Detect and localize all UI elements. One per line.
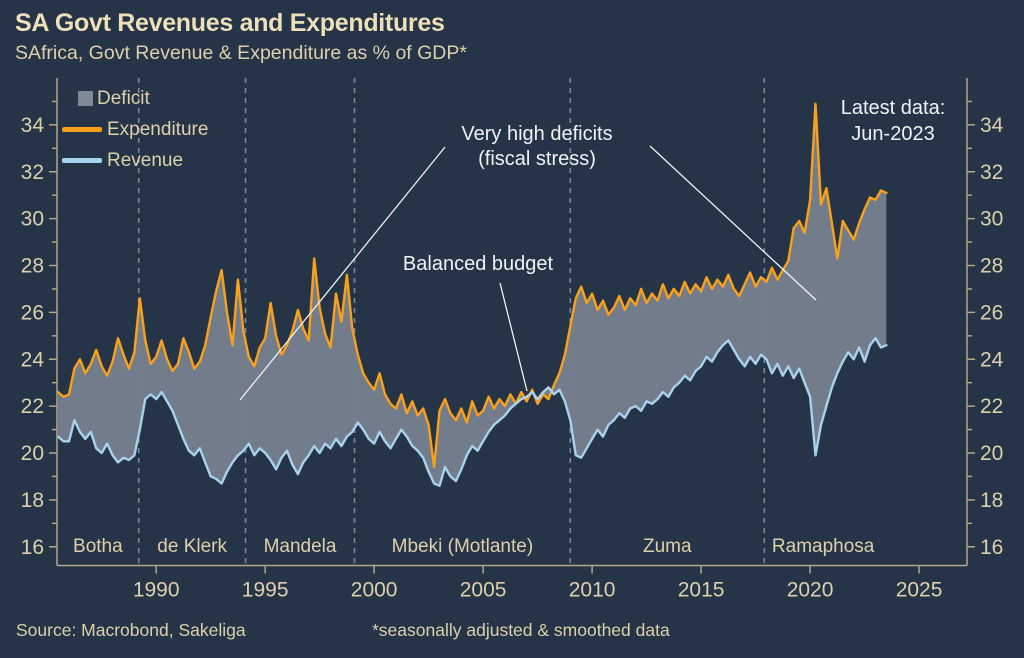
y-axis-label-left: 20 [21, 442, 44, 465]
y-axis-label-left: 28 [21, 255, 44, 278]
annotation-pointer-line [239, 146, 446, 401]
legend-item-revenue: Revenue [62, 150, 208, 171]
annotation-very-high-deficits-line2: (fiscal stress) [478, 148, 596, 170]
annotation-balanced-budget-text: Balanced budget [402, 253, 554, 275]
annotation-latest-data-line1: Latest data: [840, 97, 946, 119]
y-axis-label-left: 22 [21, 395, 44, 418]
legend-label-deficit: Deficit [97, 87, 150, 109]
x-axis-label: 2025 [896, 579, 943, 602]
legend-label-expenditure: Expenditure [107, 118, 209, 140]
y-axis-label-left: 18 [21, 489, 44, 512]
y-axis-label-left: 26 [21, 301, 44, 324]
y-axis-label-right: 18 [980, 489, 1003, 512]
y-axis-label-left: 32 [21, 161, 44, 184]
y-axis-label-left: 16 [21, 536, 44, 559]
x-axis-label: 2015 [678, 579, 725, 602]
annotation-pointer-line [499, 282, 528, 392]
legend-item-expenditure: Expenditure [62, 119, 208, 140]
era-label: Ramaphosa [772, 536, 875, 557]
deficit-swatch-icon [78, 91, 93, 106]
footnote: *seasonally adjusted & smoothed data [372, 620, 670, 640]
revenue-swatch-icon [62, 158, 102, 163]
y-axis-label-right: 26 [980, 301, 1003, 324]
x-axis-label: 1995 [242, 579, 289, 602]
legend-label-revenue: Revenue [107, 149, 184, 171]
era-label: Mbeki (Motlante) [392, 536, 534, 557]
x-axis-label: 1990 [133, 579, 180, 602]
page-title: SA Govt Revenues and Expenditures [15, 9, 445, 37]
x-axis-label: 2000 [351, 579, 398, 602]
y-axis-label-right: 16 [980, 536, 1003, 559]
x-axis-label: 2010 [569, 579, 616, 602]
y-axis-label-left: 24 [21, 348, 45, 371]
annotation-pointer-line [649, 145, 817, 301]
source-note: Source: Macrobond, Sakeliga [16, 620, 246, 640]
annotation-latest-data-line2: Jun-2023 [851, 123, 935, 145]
annotation-very-high-deficits: Very high deficits (fiscal stress) [461, 122, 612, 172]
y-axis-label-right: 32 [980, 161, 1003, 184]
y-axis-label-right: 20 [980, 442, 1003, 465]
y-axis-label-right: 22 [980, 395, 1003, 418]
annotation-latest-data: Latest data: Jun-2023 [841, 95, 946, 147]
y-axis-label-right: 24 [980, 348, 1004, 371]
annotation-balanced-budget: Balanced budget [403, 252, 553, 277]
page-subtitle: SAfrica, Govt Revenue & Expenditure as %… [15, 42, 467, 64]
x-axis-label: 2020 [787, 579, 834, 602]
era-label: de Klerk [157, 536, 227, 557]
expenditure-swatch-icon [62, 127, 102, 132]
y-axis-label-right: 28 [980, 255, 1003, 278]
y-axis-label-right: 34 [980, 114, 1004, 137]
x-axis-label: 2005 [460, 579, 507, 602]
y-axis-label-left: 34 [21, 114, 45, 137]
revenue-line [56, 337, 888, 487]
legend-item-deficit: Deficit [62, 88, 208, 109]
deficit-area [58, 103, 887, 486]
y-axis-label-right: 30 [980, 208, 1003, 231]
annotation-very-high-deficits-line1: Very high deficits [461, 123, 613, 145]
era-label: Zuma [643, 536, 692, 557]
era-label: Botha [73, 536, 123, 557]
chart-legend: Deficit Expenditure Revenue [62, 88, 208, 171]
era-label: Mandela [264, 536, 337, 557]
expenditure-line [56, 102, 888, 469]
y-axis-label-left: 30 [21, 208, 44, 231]
